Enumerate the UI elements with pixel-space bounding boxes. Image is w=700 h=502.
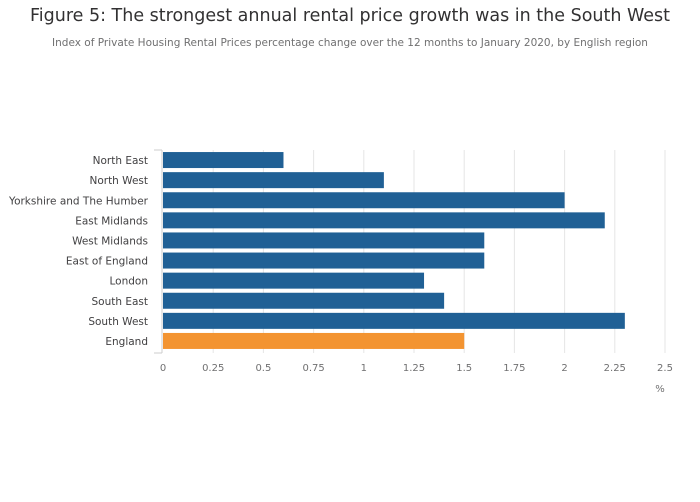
category-label: North East [93, 155, 148, 167]
category-label: South West [88, 316, 148, 328]
x-tick-label: 0 [160, 363, 166, 374]
chart-subtitle: Index of Private Housing Rental Prices p… [52, 37, 648, 49]
bar-south-west [163, 312, 625, 329]
bar-england [163, 332, 465, 349]
x-axis-unit-label: % [655, 384, 665, 395]
x-tick-label: 2.5 [657, 363, 673, 374]
category-labels: North East North West Yorkshire and The Hu… [8, 155, 149, 348]
bar-west-midlands [163, 232, 485, 249]
x-tick-label: 1 [361, 363, 367, 374]
category-label: South East [91, 296, 148, 308]
x-tick-label: 1.5 [456, 363, 472, 374]
category-axis [154, 149, 163, 354]
x-tick-label: 2.25 [604, 363, 626, 374]
x-tick-label: 0.5 [255, 363, 271, 374]
bar-london [163, 272, 425, 289]
chart-title: Figure 5: The strongest annual rental pr… [29, 6, 671, 26]
category-label: East Midlands [75, 215, 148, 227]
bar-east-of-england [163, 252, 485, 269]
x-axis-ticks: 0 0.25 0.5 0.75 1 1.25 1.5 1.75 2 2.25 2.5 [160, 363, 673, 374]
bar-north-west [163, 172, 384, 189]
category-label: West Midlands [72, 235, 148, 247]
x-tick-label: 2 [561, 363, 567, 374]
x-tick-label: 1.25 [403, 363, 425, 374]
bar-south-east [163, 292, 445, 309]
bars [163, 152, 625, 349]
x-tick-label: 0.75 [302, 363, 324, 374]
category-label: East of England [66, 256, 148, 268]
category-label: North West [89, 175, 148, 187]
x-tick-label: 0.25 [202, 363, 224, 374]
bar-yorkshire-and-the-humber [163, 192, 565, 209]
bar-north-east [163, 152, 284, 169]
bar-east-midlands [163, 212, 605, 229]
category-label: Yorkshire and The Humber [8, 195, 149, 207]
category-label: England [105, 336, 148, 348]
category-label: London [110, 276, 149, 288]
x-tick-label: 1.75 [503, 363, 525, 374]
